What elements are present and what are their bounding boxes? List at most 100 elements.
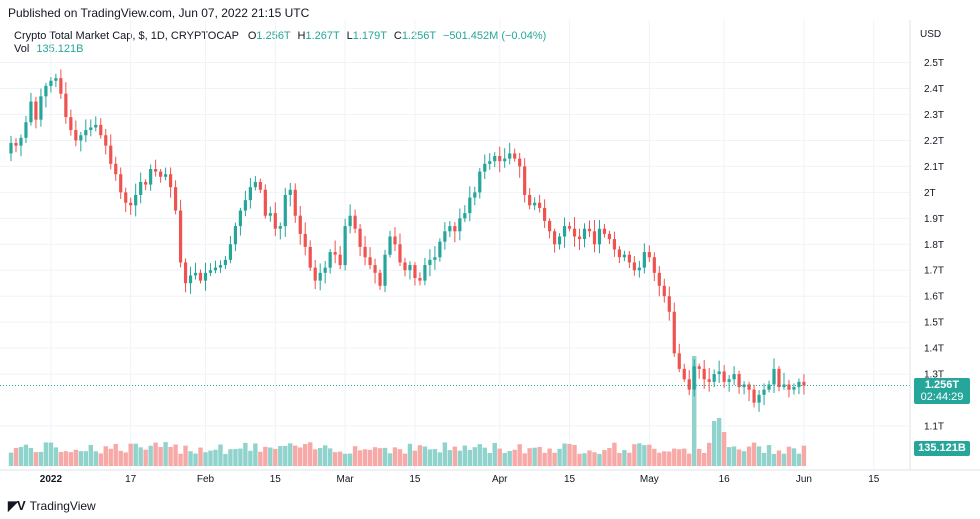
price-tick-label: 2.2T: [924, 136, 944, 147]
volume-bar: [213, 449, 218, 466]
candle-body: [303, 233, 307, 247]
volume-bar: [58, 451, 64, 466]
volume-bar: [587, 450, 592, 466]
volume-bar: [33, 452, 39, 466]
current-volume-badge: 135.121B: [914, 441, 970, 456]
volume-bar: [532, 447, 537, 466]
volume-bar: [692, 356, 697, 466]
volume-bar: [53, 447, 59, 466]
volume-bar: [193, 453, 198, 466]
candle-body: [64, 93, 68, 118]
candle-body: [787, 384, 791, 390]
candle-body: [238, 210, 243, 227]
volume-bar: [572, 444, 577, 466]
candle-body: [592, 231, 597, 245]
candle-body: [547, 220, 552, 232]
price-tick-label: 2.1T: [924, 162, 944, 173]
candle-body: [403, 262, 407, 271]
time-tick-label: Feb: [197, 474, 215, 485]
time-tick-label: Apr: [492, 474, 508, 485]
candle-body: [318, 272, 322, 281]
volume-bar: [347, 453, 353, 466]
candle-body: [109, 145, 113, 164]
volume-bar: [682, 448, 687, 466]
candle-body: [268, 213, 272, 216]
candle-body: [627, 254, 631, 263]
candle-body: [702, 368, 706, 380]
candle-body: [652, 257, 656, 273]
symbol-legend: Crypto Total Market Cap, $, 1D, CRYPTOCA…: [14, 30, 546, 42]
candle-body: [178, 210, 183, 263]
volume-value: 135.121B: [36, 43, 84, 55]
price-tick-label: 2.4T: [924, 84, 944, 95]
time-tick-label: Mar: [337, 474, 355, 485]
volume-bar: [203, 452, 208, 466]
volume-bar: [48, 442, 54, 466]
volume-bar: [612, 442, 617, 466]
volume-bar: [482, 447, 487, 466]
volume-bar: [746, 446, 752, 466]
candle-body: [193, 272, 198, 276]
volume-bar: [313, 449, 318, 466]
volume-bar: [258, 451, 263, 466]
volume-bar: [317, 447, 323, 466]
candles: [9, 69, 806, 412]
candle-body: [228, 244, 233, 260]
candle-body: [198, 272, 203, 281]
candle-body: [717, 371, 721, 375]
time-tick-label: 15: [270, 474, 282, 485]
volume-bar: [577, 453, 582, 466]
candle-body: [373, 265, 377, 273]
tradingview-brand[interactable]: ◤V TradingView: [8, 498, 96, 514]
candle-body: [657, 272, 661, 286]
volume-bar: [13, 447, 19, 466]
volume-bar: [467, 449, 473, 466]
volume-bar: [268, 447, 273, 466]
volume-bar: [512, 449, 517, 466]
volume-bar: [8, 452, 14, 466]
volume-bar: [218, 444, 223, 466]
volume-bar: [527, 448, 532, 466]
volume-bar: [73, 449, 79, 466]
candle-body: [672, 311, 676, 354]
volume-bar: [362, 449, 368, 466]
volume-bar: [472, 447, 477, 466]
time-tick-label: 16: [719, 474, 731, 485]
volume-bar: [128, 443, 133, 466]
candle-body: [617, 249, 622, 258]
candle-body: [119, 174, 123, 193]
price-tick-label: 2.5T: [924, 58, 944, 69]
volume-bar: [342, 453, 348, 466]
candle-body: [308, 246, 312, 268]
candle-body: [173, 187, 178, 211]
brand-name: TradingView: [29, 499, 96, 513]
candle-body: [159, 171, 163, 177]
volume-bar: [288, 443, 293, 466]
candle-body: [353, 215, 357, 229]
candle-body: [208, 270, 213, 273]
time-tick-label: 17: [125, 474, 137, 485]
volume-bar: [442, 442, 448, 466]
candle-body: [797, 381, 801, 388]
candle-body: [463, 213, 467, 219]
volume-bar: [113, 443, 118, 466]
volume-bar: [273, 448, 278, 466]
symbol-name[interactable]: Crypto Total Market Cap, $, 1D, CRYPTOCA…: [14, 30, 239, 42]
candle-body: [59, 78, 63, 94]
candle-body: [298, 215, 302, 234]
volume-bar: [422, 446, 428, 466]
volume-bar: [293, 445, 298, 466]
candle-body: [752, 389, 756, 403]
candle-body: [493, 156, 497, 162]
price-tick-label: 1.7T: [924, 266, 944, 277]
volume-bar: [687, 453, 692, 466]
price-tick-label: 1.9T: [924, 214, 944, 225]
candle-body: [503, 158, 507, 162]
candle-body: [662, 285, 666, 297]
volume-bar: [781, 453, 787, 466]
tradingview-logo-icon: ◤V: [8, 498, 26, 513]
candle-body: [39, 96, 43, 120]
candle-body: [567, 226, 572, 229]
volume-label[interactable]: Vol: [14, 43, 30, 55]
